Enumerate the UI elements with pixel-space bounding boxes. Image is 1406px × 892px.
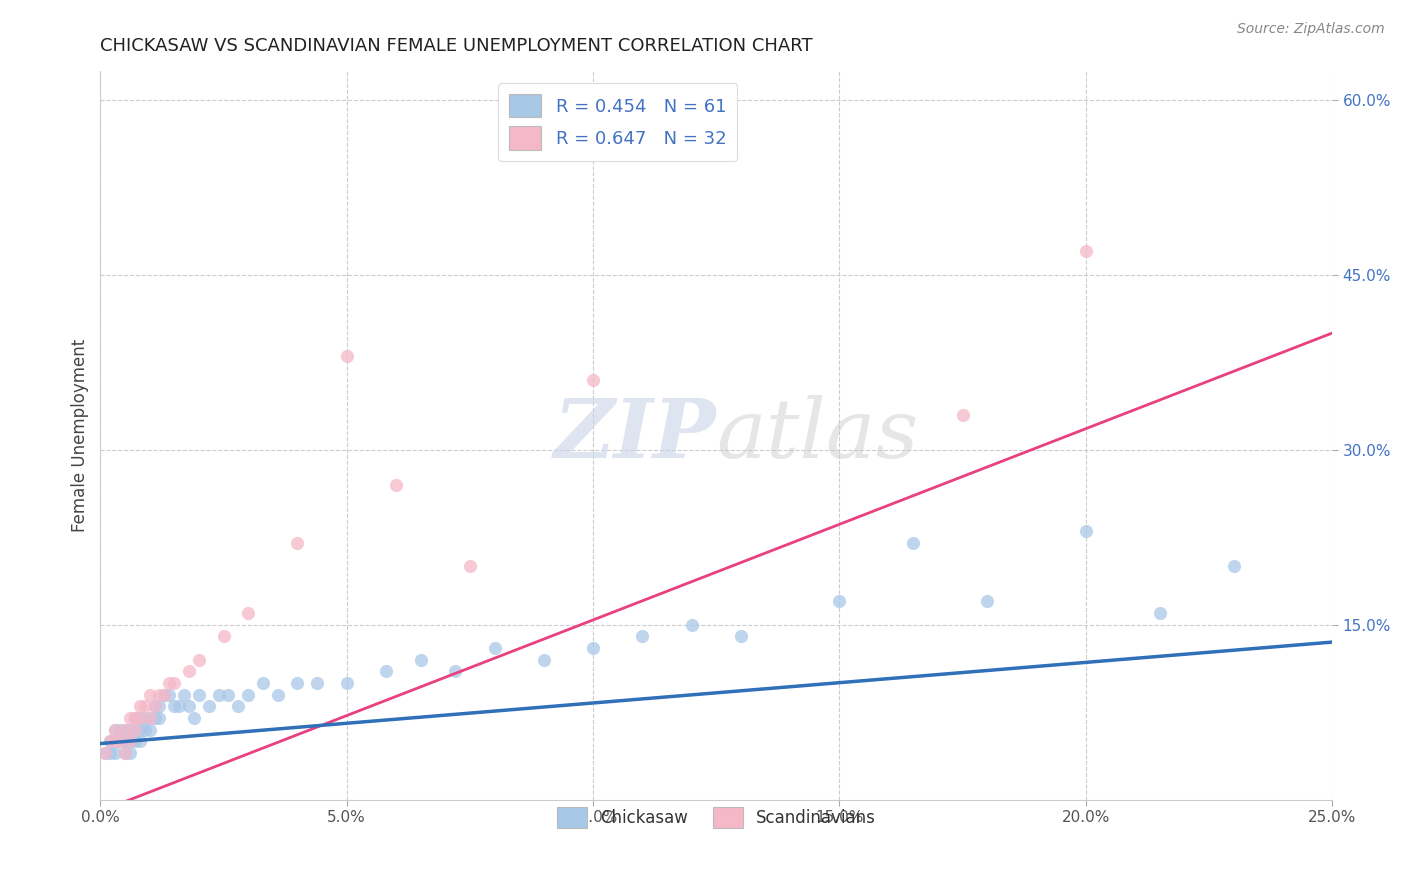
Point	[118, 723, 141, 737]
Point	[458, 559, 481, 574]
Point	[952, 408, 974, 422]
Point	[138, 711, 160, 725]
Point	[582, 373, 605, 387]
Point	[183, 711, 205, 725]
Point	[108, 734, 131, 748]
Point	[118, 734, 141, 748]
Point	[138, 723, 160, 737]
Point	[157, 688, 180, 702]
Point	[484, 640, 506, 655]
Point	[118, 746, 141, 760]
Point	[114, 723, 136, 737]
Point	[124, 723, 146, 737]
Text: ZIP: ZIP	[554, 395, 716, 475]
Point	[143, 699, 166, 714]
Point	[98, 746, 121, 760]
Point	[1074, 244, 1097, 259]
Point	[1074, 524, 1097, 539]
Point	[134, 711, 156, 725]
Point	[287, 536, 309, 550]
Point	[128, 723, 150, 737]
Point	[108, 734, 131, 748]
Text: Source: ZipAtlas.com: Source: ZipAtlas.com	[1237, 22, 1385, 37]
Point	[631, 629, 654, 643]
Point	[118, 711, 141, 725]
Point	[104, 734, 127, 748]
Point	[94, 746, 117, 760]
Text: atlas: atlas	[716, 395, 918, 475]
Point	[267, 688, 290, 702]
Point	[104, 723, 127, 737]
Point	[138, 688, 160, 702]
Point	[163, 699, 186, 714]
Point	[1222, 559, 1244, 574]
Point	[533, 652, 555, 666]
Point	[582, 640, 605, 655]
Point	[336, 350, 359, 364]
Point	[104, 734, 127, 748]
Point	[128, 711, 150, 725]
Point	[98, 734, 121, 748]
Point	[187, 688, 209, 702]
Point	[143, 699, 166, 714]
Point	[118, 734, 141, 748]
Point	[114, 746, 136, 760]
Point	[134, 699, 156, 714]
Point	[375, 665, 398, 679]
Point	[153, 688, 176, 702]
Point	[124, 711, 146, 725]
Point	[1149, 606, 1171, 620]
Point	[108, 723, 131, 737]
Point	[114, 746, 136, 760]
Point	[124, 711, 146, 725]
Point	[148, 688, 170, 702]
Point	[226, 699, 249, 714]
Point	[252, 676, 274, 690]
Point	[124, 723, 146, 737]
Point	[128, 711, 150, 725]
Point	[336, 676, 359, 690]
Point	[143, 711, 166, 725]
Point	[114, 723, 136, 737]
Point	[730, 629, 752, 643]
Point	[197, 699, 219, 714]
Point	[287, 676, 309, 690]
Point	[385, 477, 408, 491]
Point	[236, 688, 259, 702]
Point	[207, 688, 229, 702]
Point	[138, 711, 160, 725]
Point	[177, 665, 200, 679]
Point	[128, 734, 150, 748]
Point	[212, 629, 235, 643]
Point	[828, 594, 851, 608]
Point	[409, 652, 432, 666]
Point	[98, 734, 121, 748]
Point	[681, 617, 703, 632]
Point	[114, 734, 136, 748]
Point	[236, 606, 259, 620]
Point	[134, 723, 156, 737]
Point	[153, 688, 176, 702]
Point	[167, 699, 190, 714]
Point	[148, 711, 170, 725]
Point	[903, 536, 925, 550]
Point	[177, 699, 200, 714]
Point	[124, 734, 146, 748]
Point	[187, 652, 209, 666]
Point	[444, 665, 467, 679]
Point	[148, 699, 170, 714]
Text: CHICKASAW VS SCANDINAVIAN FEMALE UNEMPLOYMENT CORRELATION CHART: CHICKASAW VS SCANDINAVIAN FEMALE UNEMPLO…	[100, 37, 813, 55]
Point	[128, 699, 150, 714]
Y-axis label: Female Unemployment: Female Unemployment	[72, 338, 89, 532]
Point	[217, 688, 239, 702]
Legend: Chickasaw, Scandinavians: Chickasaw, Scandinavians	[550, 800, 883, 835]
Point	[163, 676, 186, 690]
Point	[104, 746, 127, 760]
Point	[307, 676, 329, 690]
Point	[976, 594, 998, 608]
Point	[94, 746, 117, 760]
Point	[104, 723, 127, 737]
Point	[157, 676, 180, 690]
Point	[173, 688, 195, 702]
